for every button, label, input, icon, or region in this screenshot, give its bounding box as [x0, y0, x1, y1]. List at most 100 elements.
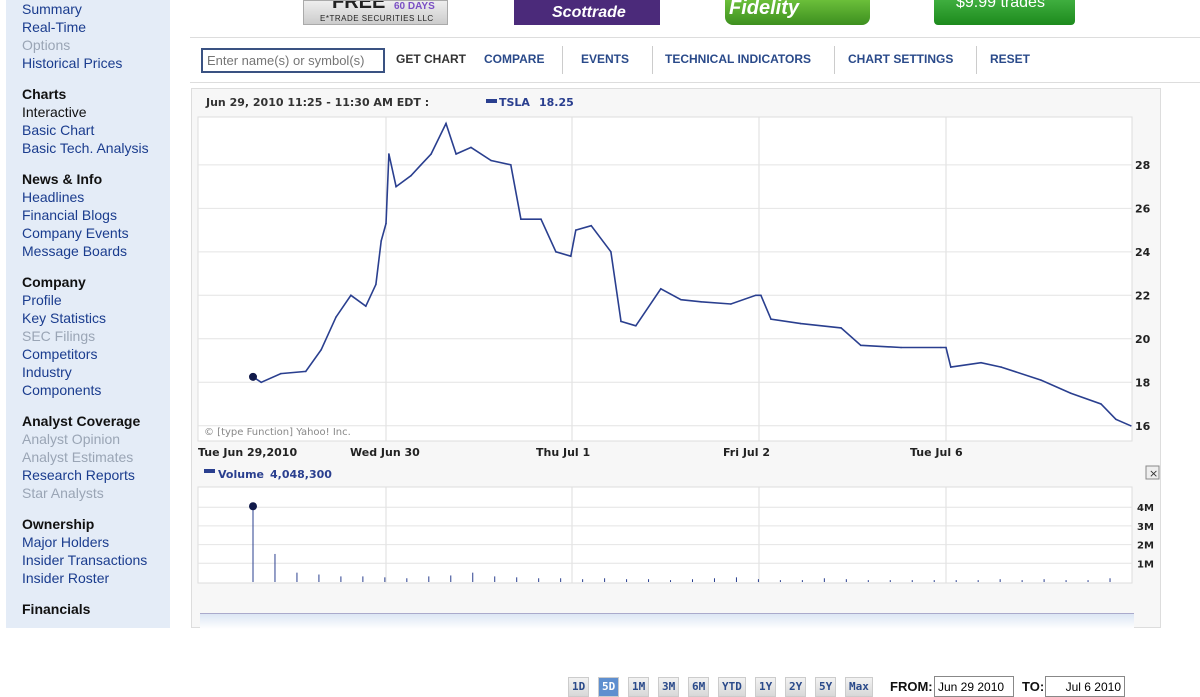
sidebar-link: Star Analysts: [22, 485, 104, 501]
close-volume-button[interactable]: ×: [1145, 465, 1160, 480]
navigator-strip[interactable]: [200, 613, 1134, 629]
sidebar-link[interactable]: Historical Prices: [22, 55, 123, 71]
price-point: [680, 298, 682, 301]
sidebar-link[interactable]: Basic Chart: [22, 122, 95, 138]
reset-button[interactable]: RESET: [990, 52, 1031, 66]
price-point: [1000, 366, 1002, 368]
range-button-1y[interactable]: 1Y: [755, 677, 777, 697]
sidebar-link[interactable]: Key Statistics: [22, 310, 107, 326]
sidebar-link[interactable]: Real-Time: [22, 19, 87, 35]
sidebar-link[interactable]: Message Boards: [22, 243, 128, 259]
sidebar-link[interactable]: Headlines: [22, 189, 85, 205]
price-point: [590, 224, 592, 227]
sidebar: Summary Real-Time Options Historical Prices…: [6, 0, 170, 628]
sidebar-section-title: Ownership: [22, 516, 95, 532]
sidebar-link[interactable]: Profile: [22, 292, 62, 308]
crosshair-date: Jun 29, 2010 11:25 - 11:30 AM EDT :: [205, 96, 429, 109]
volume-plot-area: [197, 486, 1133, 584]
sidebar-link: Analyst Estimates: [22, 449, 134, 465]
trades-ad-text: $9.99 trades: [956, 0, 1045, 11]
price-point: [445, 122, 447, 125]
price-point: [1070, 392, 1072, 394]
chart-toolbar: GET CHART COMPARE EVENTS TECHNICAL INDIC…: [190, 37, 1200, 83]
price-point: [395, 185, 397, 188]
sidebar-link[interactable]: Company Events: [22, 225, 129, 241]
fidelity-ad[interactable]: Fidelity: [725, 0, 870, 25]
price-point: [365, 305, 367, 307]
sidebar-link[interactable]: Components: [22, 382, 102, 398]
price-point: [570, 255, 572, 257]
etrade-ad-free: FREE: [332, 0, 386, 13]
price-point: [660, 287, 662, 290]
to-date-input[interactable]: [1045, 676, 1125, 697]
price-point: [945, 346, 947, 349]
sidebar-link[interactable]: Financial Blogs: [22, 207, 117, 223]
price-point: [859, 344, 862, 347]
sidebar-link[interactable]: Insider Roster: [22, 570, 110, 586]
range-button-2y[interactable]: 2Y: [785, 677, 807, 697]
sidebar-link[interactable]: Competitors: [22, 346, 98, 362]
etrade-ad[interactable]: FREE 60 DAYS E*TRADE SECURITIES LLC: [303, 0, 448, 25]
price-point: [490, 159, 492, 162]
events-button[interactable]: EVENTS: [581, 52, 630, 66]
get-chart-button[interactable]: GET CHART: [396, 52, 466, 66]
sidebar-link[interactable]: Major Holders: [22, 534, 110, 550]
y-tick-label: 28: [1135, 159, 1150, 172]
sidebar-section: Company Profile Key Statistics SEC Filings C…: [22, 273, 170, 399]
price-point: [305, 370, 307, 373]
range-button-1m[interactable]: 1M: [628, 677, 650, 697]
volume-legend-swatch: [204, 469, 215, 473]
symbol-search-input[interactable]: [201, 48, 385, 73]
compare-button[interactable]: COMPARE: [484, 52, 545, 66]
price-point: [380, 240, 382, 242]
volume-tick-label: 2M: [1137, 541, 1154, 552]
price-point: [385, 222, 387, 225]
price-point: [700, 301, 702, 303]
price-point: [620, 320, 622, 323]
price-point: [350, 294, 352, 297]
from-date-input[interactable]: [934, 676, 1014, 697]
range-button-5d[interactable]: 5D: [598, 677, 620, 697]
volume-marker: [249, 502, 257, 511]
sidebar-link[interactable]: Insider Transactions: [22, 552, 148, 568]
y-tick-label: 22: [1135, 289, 1150, 302]
range-button-5y[interactable]: 5Y: [815, 677, 837, 697]
volume-tick-label: 4M: [1137, 503, 1154, 514]
price-point: [940, 346, 942, 349]
sidebar-link[interactable]: Interactive: [22, 104, 87, 120]
sidebar-link[interactable]: Industry: [22, 364, 72, 380]
price-point: [540, 218, 542, 221]
price-point: [1100, 403, 1102, 405]
price-point: [760, 294, 762, 297]
sidebar-link[interactable]: Basic Tech. Analysis: [22, 140, 149, 156]
range-button-ytd[interactable]: YTD: [718, 677, 746, 697]
sidebar-section-title: Company: [22, 274, 86, 290]
range-button-6m[interactable]: 6M: [688, 677, 710, 697]
y-tick-label: 20: [1135, 333, 1151, 346]
technical-indicators-button[interactable]: TECHNICAL INDICATORS: [665, 52, 812, 66]
price-point: [610, 251, 612, 253]
price-point: [950, 366, 952, 368]
trades-ad[interactable]: $9.99 trades: [934, 0, 1075, 25]
scottrade-ad[interactable]: Scottrade: [514, 0, 660, 25]
price-point: [799, 322, 802, 325]
range-button-3m[interactable]: 3M: [658, 677, 680, 697]
etrade-ad-sub: E*TRADE SECURITIES LLC: [320, 14, 434, 23]
sidebar-link: SEC Filings: [22, 328, 96, 344]
to-label: TO:: [1022, 679, 1045, 694]
sidebar-section-title: News & Info: [22, 171, 103, 187]
price-point: [555, 251, 557, 253]
y-tick-label: 24: [1135, 246, 1151, 259]
sidebar-section: Analyst Coverage Analyst Opinion Analyst E…: [22, 412, 170, 502]
sidebar-link[interactable]: Summary: [22, 1, 82, 17]
range-button-max[interactable]: Max: [845, 677, 873, 697]
chart-canvas[interactable]: Jun 29, 2010 11:25 - 11:30 AM EDT : TSLA…: [192, 89, 1162, 629]
chart-settings-button[interactable]: CHART SETTINGS: [848, 52, 954, 66]
divider: [652, 46, 653, 74]
copyright: © [type Function] Yahoo! Inc.: [204, 427, 351, 438]
price-point: [430, 153, 432, 155]
sidebar-link[interactable]: Research Reports: [22, 467, 135, 483]
range-button-1d[interactable]: 1D: [568, 677, 590, 697]
sidebar-link: Analyst Opinion: [22, 431, 121, 447]
price-point: [1130, 424, 1132, 427]
